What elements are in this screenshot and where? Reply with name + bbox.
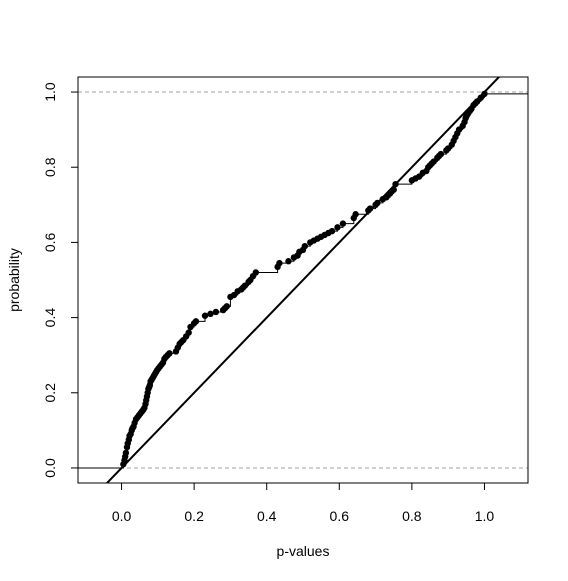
y-axis: 0.0 0.2 0.4 0.6 0.8 1.0 — [42, 82, 79, 478]
data-point — [339, 220, 347, 227]
data-point — [390, 186, 397, 193]
data-point — [481, 90, 488, 98]
y-axis-label: probability — [6, 248, 22, 312]
y-tick-label: 0.0 — [42, 458, 58, 478]
data-point — [366, 205, 374, 212]
reference-line — [105, 77, 501, 483]
data-points-group — [120, 90, 488, 468]
data-point — [201, 312, 209, 319]
data-point — [212, 308, 220, 316]
y-tick-label: 1.0 — [42, 82, 58, 102]
data-point — [437, 150, 445, 158]
x-axis-label: p-values — [277, 543, 330, 559]
data-point — [122, 449, 130, 457]
y-tick-label: 0.4 — [42, 308, 58, 328]
data-point — [392, 180, 399, 188]
data-point — [185, 329, 192, 336]
data-point — [223, 303, 230, 310]
data-point — [328, 227, 336, 235]
y-tick-label: 0.8 — [42, 157, 58, 177]
y-tick-label: 0.6 — [42, 232, 58, 252]
x-tick-label: 0.4 — [257, 508, 277, 524]
x-tick-label: 0.2 — [184, 508, 204, 524]
data-point — [301, 242, 309, 250]
x-tick-label: 0.6 — [330, 508, 350, 524]
data-point — [207, 310, 214, 318]
reference-hlines — [78, 91, 528, 469]
data-point — [374, 199, 381, 207]
data-point — [166, 350, 173, 357]
data-point — [334, 224, 341, 231]
data-point — [252, 269, 260, 276]
x-tick-label: 0.0 — [112, 508, 132, 524]
data-point — [352, 211, 359, 218]
x-tick-label: 1.0 — [475, 508, 495, 524]
x-tick-label: 0.8 — [402, 508, 422, 524]
x-axis: 0.0 0.2 0.4 0.6 0.8 1.0 — [112, 482, 495, 524]
y-tick-label: 0.2 — [42, 383, 58, 403]
reference-line-group — [105, 77, 501, 483]
data-point — [285, 258, 292, 265]
data-point — [192, 318, 200, 325]
data-point — [276, 259, 283, 267]
